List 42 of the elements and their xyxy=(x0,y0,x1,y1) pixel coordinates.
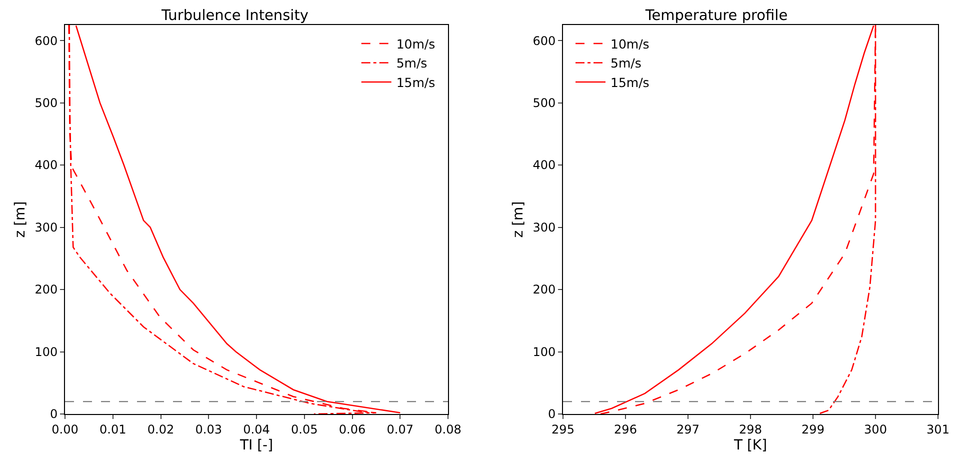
x-tick-label: 0.06 xyxy=(338,422,366,436)
x-tick-label: 0.05 xyxy=(291,422,318,436)
chart-title: Temperature profile xyxy=(644,8,788,24)
x-tick-label: 296 xyxy=(614,422,637,436)
x-axis-title: TI [-] xyxy=(238,438,274,454)
y-tick-label: 300 xyxy=(532,220,556,234)
x-tick-label: 0.07 xyxy=(386,422,414,436)
x-tick-label: 299 xyxy=(802,422,824,436)
y-tick-label: 400 xyxy=(532,158,556,172)
y-tick-label: 400 xyxy=(34,158,58,172)
legend-label: 5m/s xyxy=(610,56,642,71)
legend-label: 5m/s xyxy=(396,56,428,71)
y-tick-label: 0 xyxy=(50,407,58,422)
y-tick-label: 100 xyxy=(532,344,556,359)
x-tick-label: 0.04 xyxy=(243,422,270,436)
x-tick-label: 0.03 xyxy=(195,422,222,436)
y-tick-label: 0 xyxy=(548,407,556,422)
x-tick-label: 0.02 xyxy=(147,422,174,436)
y-tick-label: 600 xyxy=(532,34,556,48)
legend-label: 15m/s xyxy=(396,74,436,90)
x-tick-label: 0.01 xyxy=(100,422,126,436)
y-tick-label: 100 xyxy=(34,344,58,359)
legend-label: 15m/s xyxy=(610,74,650,90)
legend-label: 10m/s xyxy=(396,36,436,52)
y-tick-label: 500 xyxy=(532,96,556,110)
y-tick-label: 600 xyxy=(34,34,58,48)
chart-title: Turbulence Intensity xyxy=(160,8,309,24)
y-tick-label: 200 xyxy=(34,282,58,297)
legend-label: 10m/s xyxy=(610,36,650,52)
x-tick-label: 301 xyxy=(926,422,950,436)
y-tick-label: 300 xyxy=(34,220,58,234)
x-tick-label: 300 xyxy=(864,422,887,436)
y-tick-label: 500 xyxy=(34,96,58,110)
x-tick-label: 298 xyxy=(739,422,762,436)
y-tick-label: 200 xyxy=(532,282,556,297)
x-tick-label: 0.08 xyxy=(434,422,462,436)
x-tick-label: 295 xyxy=(552,422,574,436)
x-axis-title: T [K] xyxy=(732,438,768,454)
y-axis-title: z [m] xyxy=(510,201,526,238)
x-tick-label: 297 xyxy=(676,422,700,436)
x-tick-label: 0.00 xyxy=(52,422,78,436)
y-axis-title: z [m] xyxy=(12,201,28,238)
